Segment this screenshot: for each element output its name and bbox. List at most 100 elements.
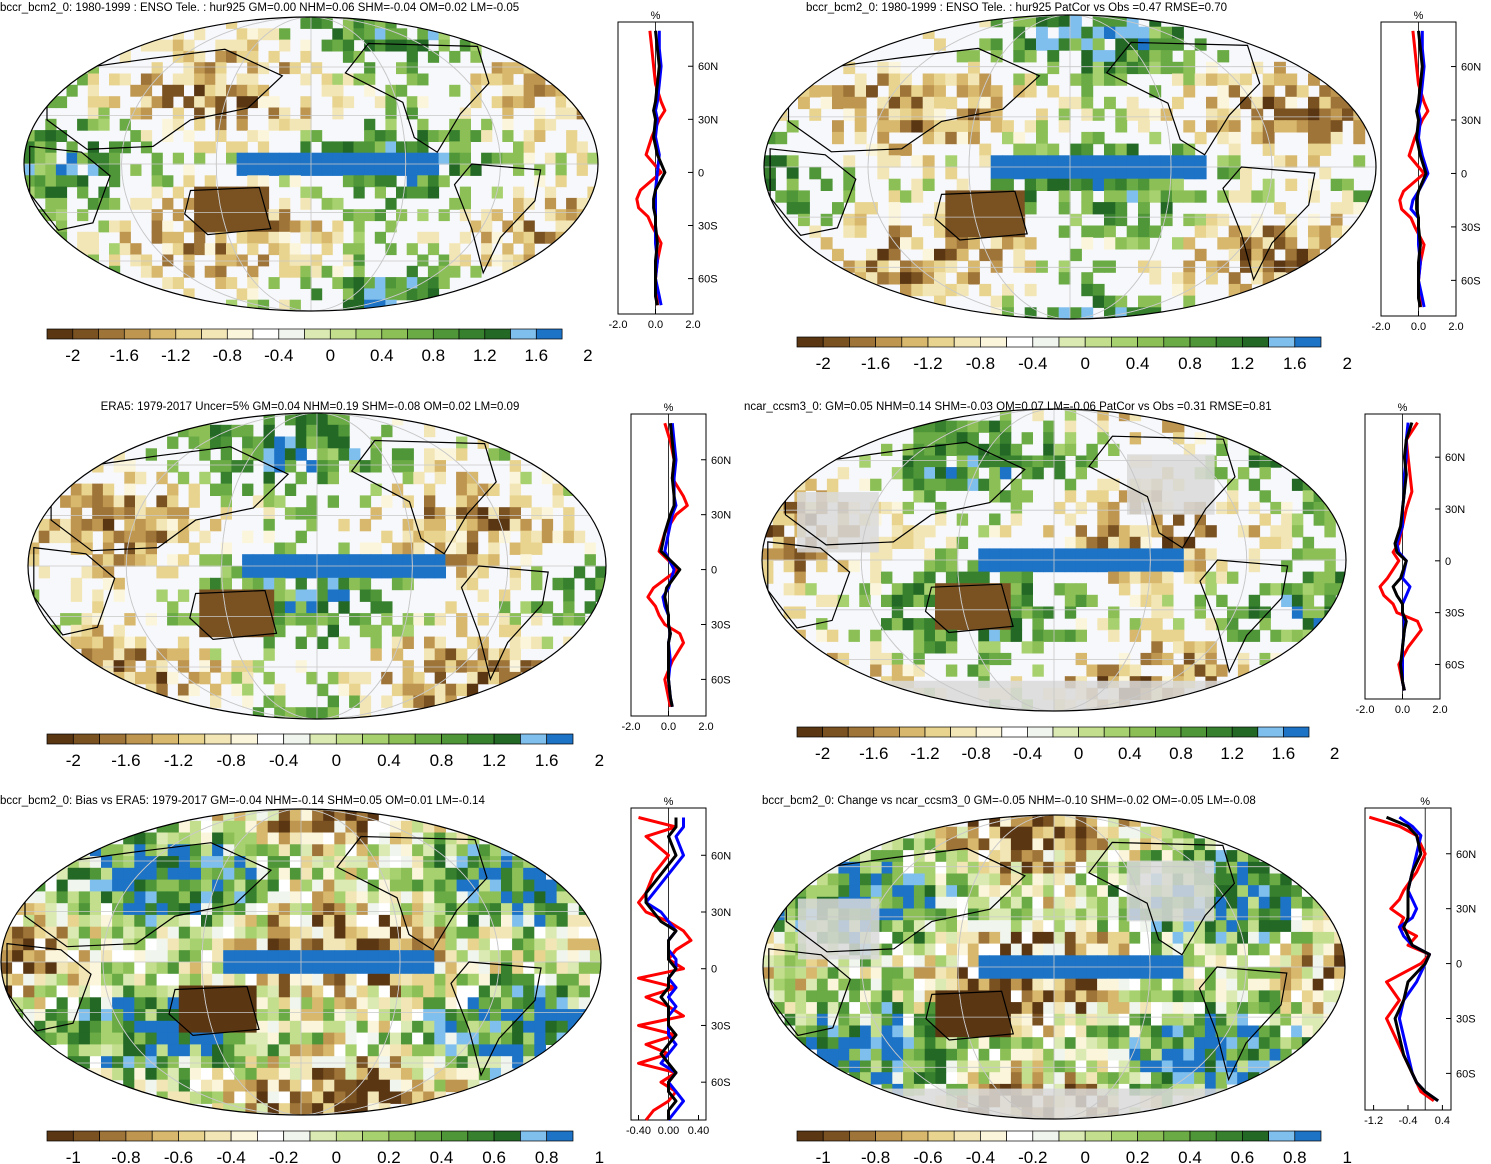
map-cell <box>1217 167 1230 180</box>
map-cell <box>849 873 861 886</box>
map-cell <box>870 885 883 898</box>
map-cell <box>300 265 312 278</box>
map-cell <box>359 624 372 638</box>
map-cell <box>306 589 318 602</box>
map-cell <box>990 202 1003 215</box>
map-cell <box>434 448 446 461</box>
map-cell <box>1206 61 1218 75</box>
map-cell <box>434 1044 446 1057</box>
map-cell <box>456 844 469 857</box>
map-cell <box>1183 73 1196 86</box>
map-cell <box>378 844 391 857</box>
map-cell <box>1115 237 1128 250</box>
map-cell <box>301 985 313 998</box>
map-cell <box>167 962 180 975</box>
map-cell <box>87 96 99 109</box>
map-cell <box>434 914 446 928</box>
map-cell <box>989 896 1001 910</box>
map-cell <box>1140 931 1152 945</box>
map-cell <box>1000 1048 1012 1062</box>
map-cell <box>406 107 418 120</box>
map-cell <box>1047 155 1060 168</box>
map-cell <box>45 141 57 154</box>
map-cell <box>177 424 190 438</box>
map-cell <box>356 1056 369 1069</box>
map-cell <box>423 1020 435 1034</box>
map-cell <box>67 1020 80 1034</box>
map-cell <box>183 175 195 188</box>
map-cell <box>220 577 232 591</box>
map-cell <box>101 1009 113 1022</box>
map-cell <box>772 548 785 561</box>
map-cell <box>378 950 391 963</box>
coastline <box>336 835 488 951</box>
map-cell <box>1129 432 1142 445</box>
map-cell <box>1194 1048 1206 1062</box>
map-cell <box>1036 131 1048 145</box>
map-cell <box>832 202 844 215</box>
map-cell <box>223 962 235 975</box>
map-cell <box>1010 838 1023 851</box>
map-cell <box>113 589 125 602</box>
map-cell <box>957 1013 969 1027</box>
map-cell <box>1285 248 1298 262</box>
map-cell <box>978 1072 990 1085</box>
map-cell <box>1097 409 1109 422</box>
map-cell <box>1151 1060 1163 1073</box>
map-cell <box>1228 155 1241 168</box>
map-cell <box>913 1060 926 1073</box>
map-cell <box>1301 990 1314 1003</box>
map-cell <box>827 990 840 1003</box>
map-cell <box>544 231 557 244</box>
map-cell <box>374 17 386 29</box>
map-cell <box>210 695 222 708</box>
map-cell <box>1054 850 1066 863</box>
map-cell <box>434 1009 446 1022</box>
map-cell <box>1092 61 1105 75</box>
map-cell <box>900 108 912 121</box>
map-cell <box>589 938 601 951</box>
map-cell <box>156 566 168 579</box>
map-cell <box>1058 38 1071 51</box>
coastline <box>925 990 1015 1041</box>
map-cell <box>334 820 346 834</box>
map-cell <box>1248 1060 1260 1073</box>
map-cell <box>913 955 926 968</box>
map-cell <box>945 594 958 607</box>
map-cell <box>1237 1048 1249 1062</box>
map-cell <box>424 613 436 626</box>
map-cell <box>112 856 124 869</box>
map-cell <box>456 542 468 555</box>
map-cell <box>556 938 569 951</box>
map-cell <box>289 879 302 892</box>
map-cell <box>396 209 408 222</box>
map-cell <box>279 164 291 176</box>
map-cell <box>1010 896 1023 910</box>
map-cell <box>1104 237 1116 250</box>
map-cell <box>1262 73 1275 86</box>
map-cell <box>445 962 458 975</box>
map-cell <box>199 671 211 685</box>
map-cell <box>773 978 786 991</box>
map-cell <box>1126 155 1139 168</box>
map-cell <box>123 938 135 951</box>
map-cell <box>1215 873 1228 886</box>
map-cell <box>323 1056 335 1069</box>
map-cell <box>913 1037 926 1050</box>
map-cell <box>167 1067 180 1081</box>
map-cell <box>1032 885 1044 898</box>
map-cell <box>434 844 446 857</box>
map-cell <box>989 606 1001 619</box>
map-cell <box>534 950 546 963</box>
map-cell <box>1215 1025 1228 1038</box>
map-cell <box>353 243 365 256</box>
map-cell <box>935 850 947 863</box>
map-cell <box>838 873 850 886</box>
map-cell <box>1043 1048 1055 1062</box>
map-cell <box>478 844 491 857</box>
map-cell <box>1217 85 1230 98</box>
map-cell <box>156 973 169 987</box>
map-cell <box>922 96 935 110</box>
map-cell <box>45 164 57 176</box>
map-cell <box>134 985 146 998</box>
